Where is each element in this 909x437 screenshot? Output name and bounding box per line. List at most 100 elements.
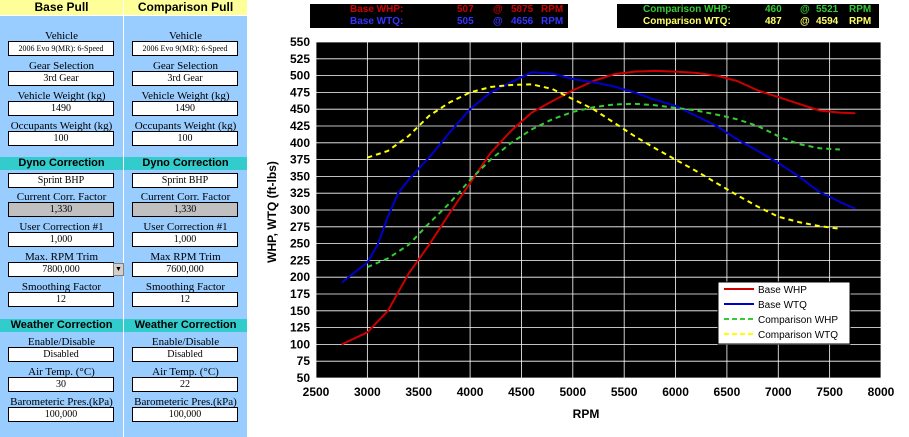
- y-tick-label: 525: [290, 52, 310, 66]
- comparison-summary-box: Comparison WHP: 460 @ 5521 RPM Compariso…: [617, 4, 879, 28]
- weather-correction-header: Weather Correction: [124, 319, 247, 332]
- series-line-comparison-whp: [367, 102, 840, 269]
- ccf-label: Current Corr. Factor: [140, 191, 231, 203]
- series-line-base-wtq: [341, 71, 856, 284]
- occupants-input[interactable]: 100: [132, 131, 238, 146]
- weight-label: Vehicle Weight (kg): [141, 90, 230, 102]
- base-pull-panel: Base Pull Vehicle 2006 Evo 9(MR): 6-Spee…: [0, 0, 124, 437]
- weight-input[interactable]: 1490: [132, 101, 238, 116]
- occupants-input[interactable]: 100: [8, 131, 114, 146]
- x-tick-label: 5500: [611, 385, 638, 399]
- dyno-type-select[interactable]: Sprint BHP: [8, 173, 114, 188]
- vehicle-label: Vehicle: [169, 30, 202, 42]
- dyno-type-select[interactable]: Sprint BHP: [132, 173, 238, 188]
- rpm-trim-input[interactable]: 7600,000: [132, 262, 238, 277]
- y-tick-labels: 50 75 100 125 150 175 200 225 250 275 300 325 350 375…: [290, 35, 310, 385]
- gear-select[interactable]: 3rd Gear: [132, 71, 238, 86]
- comp-whp-at: @: [800, 4, 810, 15]
- legend-label: Base WHP: [758, 285, 807, 296]
- base-whp-label: Base WHP:: [350, 4, 404, 15]
- y-axis-label: WHP, WTQ (ft-lbs): [265, 161, 279, 263]
- base-wtq-label: Base WTQ:: [350, 16, 404, 27]
- enable-select[interactable]: Disabled: [132, 347, 238, 362]
- dyno-chart: 50 75 100 125 150 175 200 225 250 275 300 325 350 375…: [265, 35, 895, 421]
- y-tick-label: 450: [290, 102, 310, 116]
- enable-select[interactable]: Disabled: [8, 347, 114, 362]
- comp-whp-unit: RPM: [849, 4, 872, 15]
- base-wtq-at: @: [493, 16, 503, 27]
- baro-input[interactable]: 100,000: [132, 407, 238, 422]
- y-tick-label: 325: [290, 186, 310, 200]
- base-summary-box: Base WHP: 507 @ 5875 RPM Base WTQ: 505 @…: [310, 4, 568, 28]
- smoothing-input[interactable]: 12: [8, 292, 114, 307]
- y-tick-label: 500: [290, 69, 310, 83]
- y-tick-label: 375: [290, 153, 310, 167]
- x-tick-label: 7000: [765, 385, 792, 399]
- y-tick-label: 275: [290, 220, 310, 234]
- comparison-pull-title: Comparison Pull: [124, 0, 247, 16]
- ucf-input[interactable]: 1,000: [132, 232, 238, 247]
- y-tick-label: 100: [290, 337, 310, 351]
- rpm-trim-input[interactable]: 7800,000: [8, 262, 114, 277]
- occupants-label: Occupants Weight (kg): [10, 120, 113, 132]
- gear-label: Gear Selection: [28, 60, 95, 72]
- baro-label: Barometeric Pres.(kPa): [134, 396, 237, 408]
- base-wtq-unit: RPM: [541, 16, 564, 27]
- comp-whp-rpm: 5521: [816, 4, 839, 15]
- comp-wtq-label: Comparison WTQ:: [643, 16, 731, 27]
- baro-input[interactable]: 100,000: [8, 407, 114, 422]
- x-tick-label: 3000: [354, 385, 381, 399]
- ucf-input[interactable]: 1,000: [8, 232, 114, 247]
- gear-label: Gear Selection: [152, 60, 219, 72]
- ccf-value: 1,330: [132, 202, 238, 217]
- y-tick-label: 150: [290, 304, 310, 318]
- y-tick-label: 250: [290, 237, 310, 251]
- ccf-label: Current Corr. Factor: [16, 191, 107, 203]
- rpm-trim-label: Max. RPM Trim: [24, 251, 99, 263]
- y-tick-label: 225: [290, 253, 310, 267]
- y-tick-label: 400: [290, 136, 310, 150]
- legend-label: Comparison WHP: [758, 315, 838, 326]
- comp-wtq-row: Comparison WTQ: 487 @ 4594 RPM: [617, 16, 879, 28]
- rpm-trim-label: Max RPM Trim: [150, 251, 221, 263]
- gear-select[interactable]: 3rd Gear: [8, 71, 114, 86]
- comp-whp-row: Comparison WHP: 460 @ 5521 RPM: [617, 4, 879, 16]
- vehicle-select[interactable]: 2006 Evo 9(MR): 6-Speed: [8, 41, 114, 56]
- enable-label: Enable/Disable: [151, 336, 220, 348]
- series-line-base-whp: [341, 69, 856, 346]
- ccf-value: 1,330: [8, 202, 114, 217]
- weather-correction-header: Weather Correction: [0, 319, 123, 332]
- legend-label: Base WTQ: [758, 300, 807, 311]
- smoothing-input[interactable]: 12: [132, 292, 238, 307]
- air-temp-label: Air Temp. (°C): [152, 366, 219, 378]
- y-tick-label: 550: [290, 35, 310, 49]
- base-wtq-value: 505: [457, 16, 474, 27]
- base-whp-at: @: [493, 4, 503, 15]
- comparison-pull-panel: Comparison Pull Vehicle 2006 Evo 9(MR): …: [124, 0, 248, 437]
- chart-legend: Base WHP Base WTQ Comparison WHP Comparison…: [717, 281, 851, 345]
- base-whp-row: Base WHP: 507 @ 5875 RPM: [310, 4, 568, 16]
- chevron-down-icon[interactable]: ▼: [113, 263, 124, 276]
- comp-whp-label: Comparison WHP:: [643, 4, 731, 15]
- baro-label: Barometeric Pres.(kPa): [10, 396, 113, 408]
- y-tick-label: 125: [290, 321, 310, 335]
- air-temp-input[interactable]: 22: [132, 377, 238, 392]
- air-temp-label: Air Temp. (°C): [28, 366, 95, 378]
- base-whp-value: 507: [457, 4, 474, 15]
- ucf-label: User Correction #1: [19, 221, 104, 233]
- vehicle-select[interactable]: 2006 Evo 9(MR): 6-Speed: [132, 41, 238, 56]
- legend-label: Comparison WTQ: [758, 330, 838, 341]
- grid-lines: [315, 41, 882, 379]
- ucf-label: User Correction #1: [143, 221, 228, 233]
- y-tick-label: 75: [297, 354, 311, 368]
- x-tick-labels: 2500 3000 3500 4000 4500 5000 5500 6000 6500 7000…: [303, 385, 895, 399]
- x-tick-label: 4000: [457, 385, 484, 399]
- y-tick-label: 475: [290, 85, 310, 99]
- air-temp-input[interactable]: 30: [8, 377, 114, 392]
- enable-label: Enable/Disable: [27, 336, 96, 348]
- weight-input[interactable]: 1490: [8, 101, 114, 116]
- series-group: [341, 69, 856, 346]
- comp-wtq-rpm: 4594: [816, 16, 839, 27]
- smoothing-label: Smoothing Factor: [21, 281, 102, 293]
- series-line-comparison-wtq: [367, 83, 841, 230]
